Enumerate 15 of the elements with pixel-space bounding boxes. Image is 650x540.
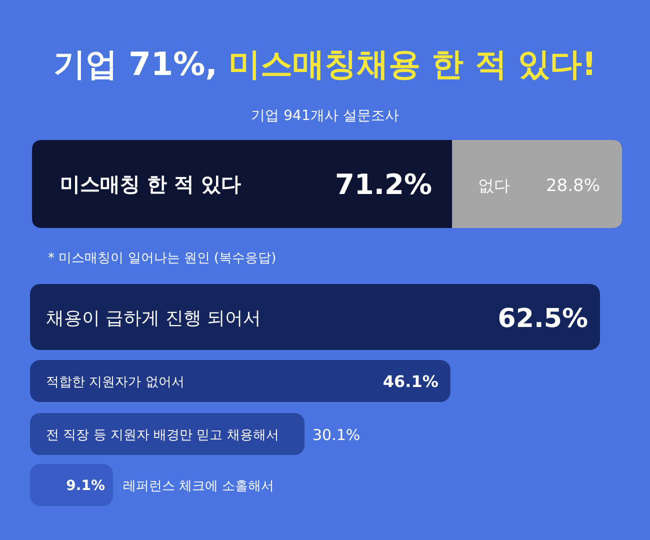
y-tick-label: 적합한 지원자가 없어서	[46, 375, 184, 390]
chart-title: * 미스매칭이 일어나는 원인 (복수응답)	[48, 251, 276, 266]
data-label: 9.1%	[66, 478, 105, 494]
data-label: 28.8%	[546, 176, 600, 196]
y-tick-label: 전 직장 등 지원자 배경만 믿고 채용해서	[46, 428, 279, 443]
data-label: 30.1%	[312, 426, 360, 444]
chart-title: 기업 71%, 미스매칭채용 한 적 있다!	[53, 45, 597, 83]
data-label: 46.1%	[382, 372, 438, 391]
y-tick-label: 채용이 급하게 진행 되어서	[46, 308, 262, 329]
data-label: 71.2%	[334, 168, 432, 201]
series-label: 없다	[478, 176, 510, 195]
chart-subtitle: 기업 941개사 설문조사	[251, 108, 399, 124]
y-tick-label: 레퍼런스 체크에 소홀해서	[122, 479, 274, 494]
data-label: 62.5%	[498, 304, 588, 334]
series-label: 미스매칭 한 적 있다	[60, 172, 241, 196]
